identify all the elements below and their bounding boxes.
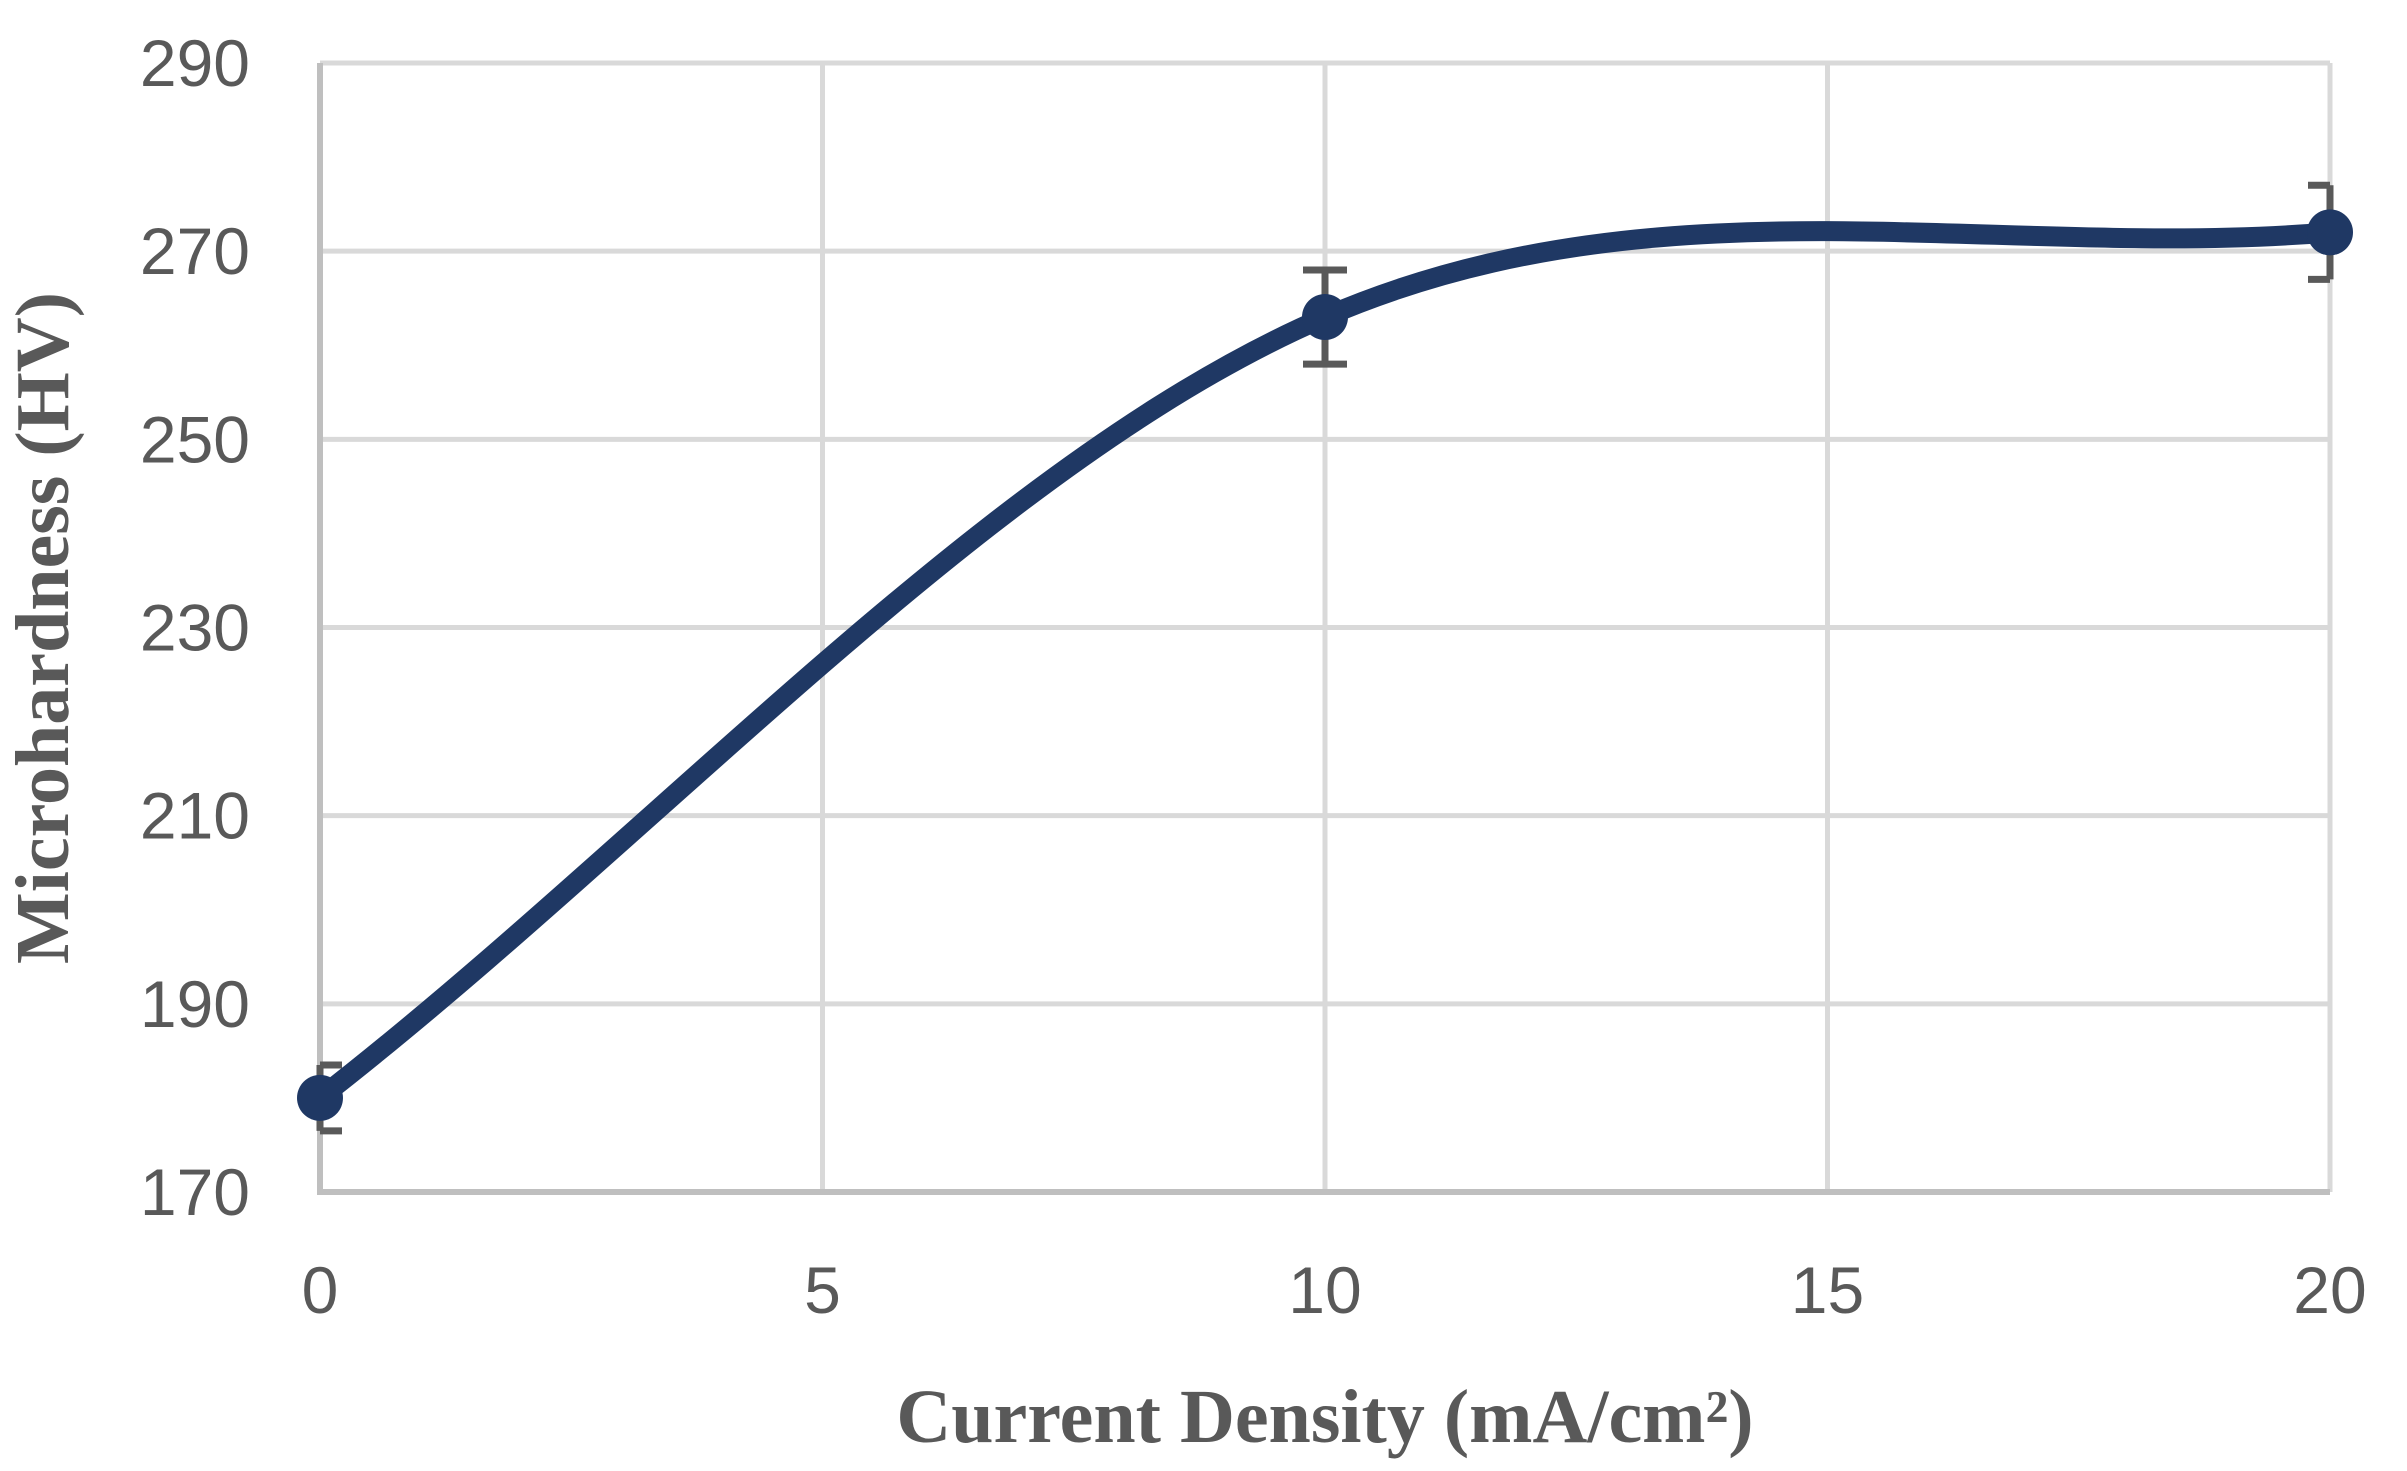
y-tick-label: 190 (140, 967, 250, 1041)
y-tick-label: 270 (140, 214, 250, 288)
x-tick-label: 15 (1791, 1253, 1864, 1327)
y-tick-label: 290 (140, 26, 250, 100)
y-tick-label: 170 (140, 1155, 250, 1229)
y-tick-label: 210 (140, 779, 250, 853)
x-axis-title: Current Density (mA/cm²) (896, 1375, 1753, 1459)
data-point-marker (297, 1074, 343, 1121)
x-tick-label: 5 (804, 1253, 841, 1327)
data-point-markers (297, 209, 2353, 1121)
x-tick-label: 10 (1288, 1253, 1361, 1327)
x-tick-label: 20 (2293, 1253, 2366, 1327)
data-point-marker (1302, 294, 1348, 341)
y-axis-title: Microhardness (HV) (1, 292, 85, 964)
axis-lines (317, 63, 2330, 1195)
data-point-marker (2307, 209, 2353, 256)
y-tick-label: 230 (140, 591, 250, 665)
tick-labels: 170 190 210 230 250 270 290 0 5 10 15 20 (140, 26, 2367, 1327)
y-tick-label: 250 (140, 402, 250, 476)
x-tick-label: 0 (302, 1253, 339, 1327)
